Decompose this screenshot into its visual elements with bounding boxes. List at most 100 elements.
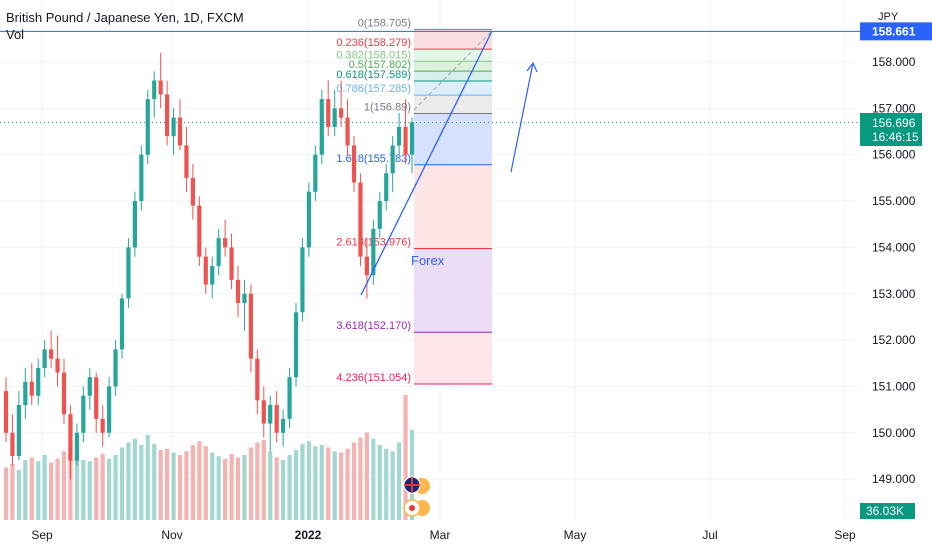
candle-body [190, 177, 195, 206]
volume-bar [132, 438, 137, 520]
candle-body [49, 349, 54, 359]
candle-body [10, 432, 15, 456]
volume-bar [345, 448, 350, 520]
arrow-head [526, 61, 538, 73]
candle-body [390, 145, 395, 174]
trend-line-dashed [413, 30, 493, 111]
candle-body [242, 293, 247, 304]
volume-bar [74, 456, 79, 520]
volume-bar [3, 467, 9, 520]
candle-body [351, 145, 357, 183]
candle-body [364, 256, 369, 276]
volume-bar [94, 457, 99, 520]
candle-body [403, 126, 408, 155]
volume-bar [397, 442, 402, 520]
candle-body [287, 377, 292, 419]
fib-level-label: 3.618(152.170) [336, 320, 411, 332]
candle-body [94, 377, 99, 419]
volume-bar [274, 457, 279, 520]
fib-level-label: 0.236(158.279) [336, 37, 411, 49]
candles [3, 52, 415, 480]
fib-zone [414, 332, 492, 384]
drawings: Forex [0, 30, 932, 296]
current-price-label: 156.696 [872, 116, 916, 130]
fib-zone [414, 61, 492, 72]
candle-body [29, 381, 34, 396]
volume-bar [313, 446, 318, 520]
events [403, 476, 430, 517]
candle-body [339, 108, 344, 118]
volume-bar [364, 432, 369, 520]
volume-bar [242, 455, 247, 520]
volume-bar [300, 443, 305, 520]
fib-level-label: 4.236(151.054) [336, 372, 411, 384]
volume-bar [235, 457, 241, 520]
candle-body [126, 247, 131, 299]
time-tick: Jul [702, 528, 717, 542]
volume-bar [306, 441, 311, 520]
candle-body [81, 395, 86, 433]
price-tick: 153.000 [872, 287, 916, 301]
volume-bar [29, 457, 34, 520]
price-tick: 150.000 [872, 426, 916, 440]
volume-bar [55, 458, 60, 520]
candle-body [16, 404, 21, 456]
volume-bar [281, 460, 286, 520]
candle-body [158, 80, 163, 95]
fib-zone [414, 29, 492, 50]
volume-bar [403, 395, 408, 520]
candle-body [274, 404, 279, 433]
volume-bar [16, 470, 21, 520]
volume-bar [210, 452, 215, 520]
candle-body [87, 377, 92, 396]
volume-bar [42, 455, 47, 520]
price-axis: 149.000 150.000 151.000 152.000 153.000 154.0… [860, 11, 932, 519]
candle-body [409, 122, 415, 155]
time-tick: Sep [31, 528, 53, 542]
volume-bar [319, 445, 324, 520]
volume-label-bg [860, 503, 915, 519]
volume-bar [287, 455, 292, 520]
volume-bar [10, 463, 15, 520]
time-tick: May [564, 528, 587, 542]
volume-bar [409, 430, 415, 520]
candle-body [152, 80, 157, 100]
price-tick: 149.000 [872, 472, 916, 486]
volume-bar [165, 448, 170, 520]
candle-body [55, 358, 60, 373]
candle-body [235, 279, 241, 304]
volume-bar [113, 455, 118, 520]
price-tick: 156.000 [872, 148, 916, 162]
candle-body [132, 201, 137, 248]
time-tick: 2022 [295, 528, 322, 542]
candle-body [255, 358, 260, 401]
candle-body [61, 372, 67, 415]
candle-body [306, 191, 311, 248]
candle-body [119, 298, 125, 350]
fib-zone [414, 81, 492, 96]
volume-bar [145, 435, 150, 520]
volume-bar [326, 447, 331, 520]
volume-bar [384, 448, 389, 520]
arrow-line [510, 62, 534, 173]
fib-zone [414, 95, 492, 114]
volume-bar [87, 461, 92, 520]
volume-indicator-label[interactable]: Vol [6, 27, 25, 42]
volume-bar [216, 456, 221, 520]
candle-body [177, 117, 183, 146]
volume-bar [190, 445, 195, 520]
fib-level-label: 0.382(158.015) [336, 49, 411, 61]
volume-bar [171, 452, 176, 520]
fib-level-label: 0.618(157.589) [336, 69, 411, 81]
volume-bar [184, 451, 189, 520]
chart-title: British Pound / Japanese Yen, 1D, FXCM [6, 10, 244, 25]
volume-bar [332, 451, 337, 520]
time-tick: Mar [430, 528, 451, 542]
fib-zone [414, 113, 492, 165]
candle-body [100, 418, 105, 433]
volume-bar [197, 441, 202, 520]
candle-body [332, 108, 337, 127]
candle-body [293, 312, 299, 378]
candle-body [203, 256, 208, 285]
